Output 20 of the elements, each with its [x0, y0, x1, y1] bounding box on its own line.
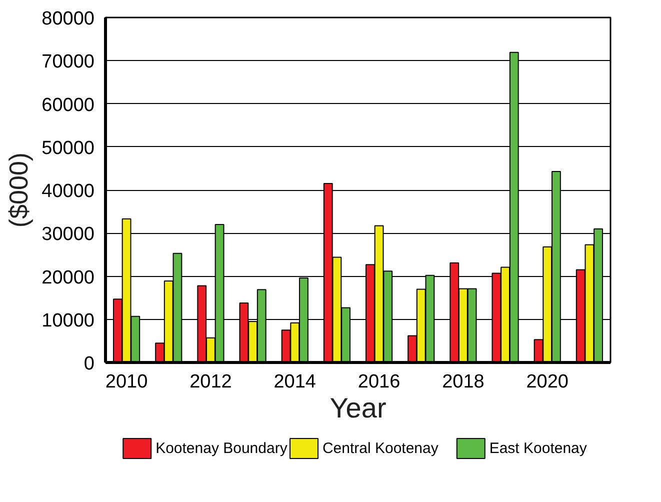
x-tick-label: 2010	[105, 372, 148, 392]
y-tick-label: 80000	[42, 8, 95, 30]
y-axis-title: ($000)	[4, 152, 34, 228]
x-tick-label: 2018	[442, 372, 484, 392]
x-tick-label: 2014	[274, 372, 316, 392]
y-tick-label: 0	[84, 354, 95, 374]
x-tick-label: 2016	[358, 372, 400, 392]
y-tick-label: 50000	[42, 138, 95, 159]
y-tick-label: 20000	[42, 267, 95, 288]
legend-label: Kootenay Boundary	[156, 440, 288, 457]
y-tick-label: 60000	[42, 94, 95, 116]
y-tick-label: 30000	[42, 224, 95, 246]
x-tick-label: 2020	[526, 372, 569, 392]
x-axis-title: Year	[330, 392, 386, 424]
y-tick-label: 10000	[42, 310, 95, 332]
x-tick-label: 2012	[190, 372, 232, 392]
y-tick-label: 70000	[42, 52, 95, 73]
y-tick-label: 40000	[42, 181, 95, 202]
legend-label: Central Kootenay	[322, 440, 439, 457]
legend-label: East Kootenay	[489, 440, 588, 457]
